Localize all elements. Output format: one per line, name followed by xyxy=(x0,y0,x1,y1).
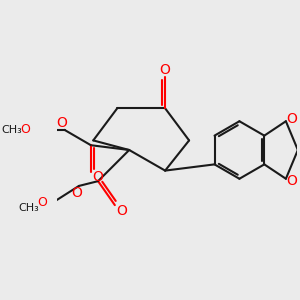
Text: O: O xyxy=(286,112,297,126)
Text: O: O xyxy=(93,170,104,184)
Text: O: O xyxy=(20,123,30,136)
Text: O: O xyxy=(57,116,68,130)
Text: O: O xyxy=(117,204,128,218)
Text: CH₃: CH₃ xyxy=(18,202,39,212)
Text: CH₃: CH₃ xyxy=(2,125,22,135)
Text: O: O xyxy=(37,196,47,209)
Text: O: O xyxy=(286,174,297,188)
Text: O: O xyxy=(160,63,171,77)
Text: O: O xyxy=(71,186,82,200)
